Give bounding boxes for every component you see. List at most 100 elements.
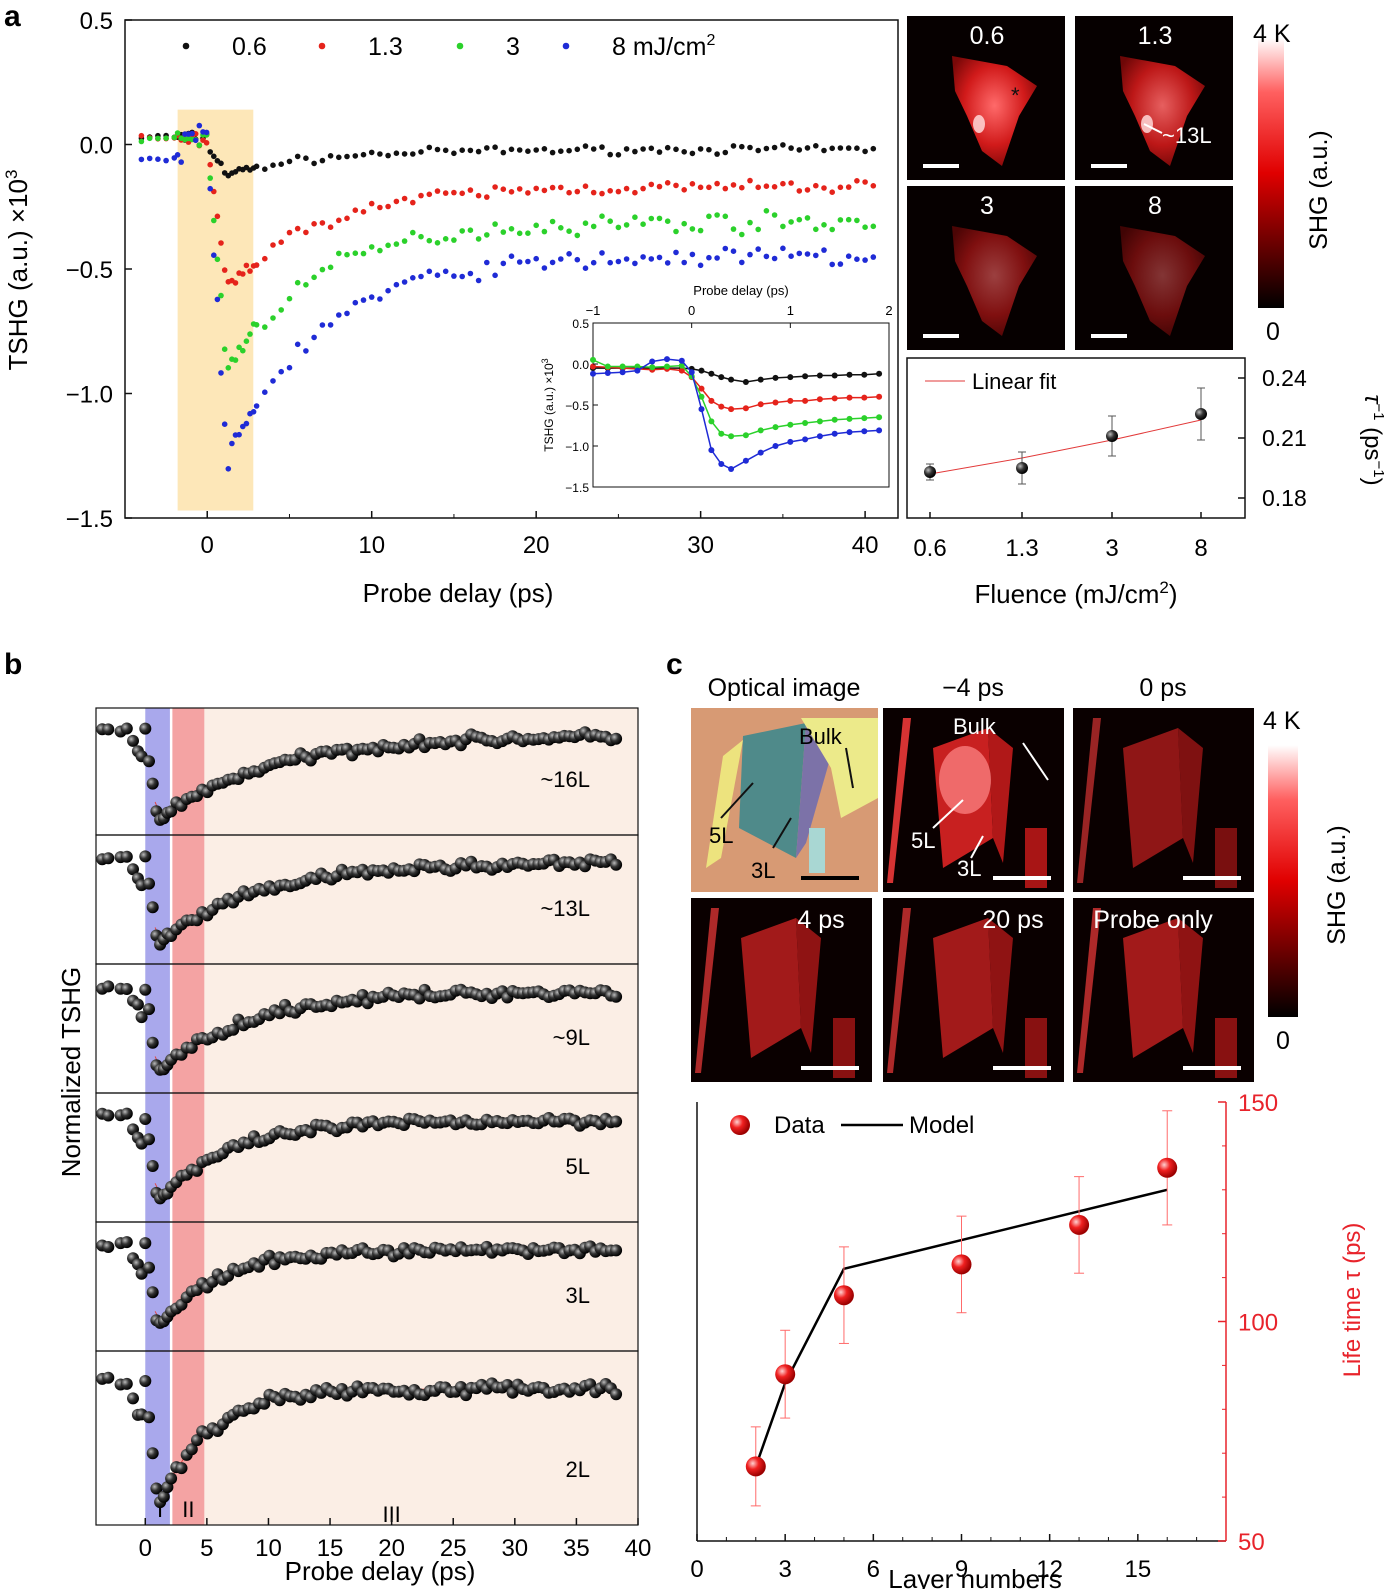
data-point bbox=[218, 160, 224, 167]
data-point bbox=[854, 178, 860, 184]
y-tick-label: 0.5 bbox=[80, 8, 113, 35]
data-point bbox=[574, 232, 581, 239]
data-point bbox=[582, 183, 589, 189]
data-point bbox=[294, 279, 301, 286]
rate-point bbox=[924, 466, 936, 478]
data-point bbox=[533, 147, 539, 153]
data-point bbox=[681, 187, 687, 193]
data-point bbox=[102, 1371, 115, 1384]
data-point bbox=[771, 144, 778, 151]
data-point bbox=[673, 249, 679, 256]
data-point bbox=[139, 1113, 152, 1125]
inset-x-tick-label: 0 bbox=[688, 303, 695, 318]
data-point bbox=[796, 188, 803, 194]
data-point bbox=[475, 236, 482, 242]
data-point bbox=[434, 146, 441, 153]
data-point bbox=[207, 149, 213, 155]
colorbar-c-gradient bbox=[1268, 745, 1298, 1017]
data-point bbox=[788, 219, 794, 225]
data-point bbox=[352, 207, 359, 213]
data-point bbox=[582, 143, 589, 149]
data-point bbox=[697, 262, 704, 269]
bright-area bbox=[939, 746, 991, 814]
data-point bbox=[120, 983, 133, 995]
data-point bbox=[500, 260, 507, 267]
inset-line-s13 bbox=[592, 365, 880, 410]
data-point bbox=[615, 258, 622, 265]
optical-bulk-label: Bulk bbox=[799, 724, 843, 749]
arrow bbox=[772, 817, 792, 849]
data-point bbox=[253, 262, 260, 268]
data-point bbox=[240, 271, 246, 277]
inset-point bbox=[831, 372, 838, 379]
colorbar-c-min: 0 bbox=[1276, 1027, 1290, 1055]
lifetime-point bbox=[951, 1254, 972, 1275]
lifetime-point bbox=[745, 1456, 766, 1477]
data-point bbox=[393, 198, 400, 205]
data-point bbox=[262, 255, 268, 262]
data-point bbox=[336, 312, 342, 318]
data-point bbox=[377, 247, 383, 254]
data-point bbox=[232, 280, 239, 286]
data-point bbox=[401, 151, 408, 157]
data-point bbox=[286, 364, 293, 371]
inset-point bbox=[708, 418, 715, 425]
data-point bbox=[135, 1011, 148, 1024]
data-point bbox=[870, 145, 877, 152]
data-point bbox=[739, 259, 745, 266]
data-point bbox=[163, 157, 169, 164]
data-point bbox=[459, 190, 466, 197]
data-point bbox=[673, 228, 679, 235]
data-point bbox=[623, 146, 630, 152]
model-line bbox=[754, 1188, 1168, 1467]
data-point bbox=[566, 228, 572, 234]
data-point bbox=[146, 777, 159, 790]
data-point bbox=[656, 215, 663, 222]
region-label-I: I bbox=[157, 1497, 163, 1522]
data-point bbox=[467, 227, 474, 233]
data-point bbox=[203, 140, 210, 146]
data-point bbox=[854, 256, 860, 263]
data-point bbox=[191, 1434, 203, 1447]
data-point bbox=[747, 251, 753, 258]
data-point bbox=[127, 863, 139, 876]
data-point bbox=[174, 152, 181, 158]
data-point bbox=[599, 190, 605, 197]
data-point bbox=[327, 322, 334, 328]
data-point bbox=[549, 218, 556, 225]
c-y-tick-label: 50 bbox=[1238, 1529, 1265, 1556]
data-point bbox=[689, 251, 696, 258]
b-x-tick-label: 35 bbox=[563, 1535, 590, 1562]
inset-point bbox=[846, 429, 853, 436]
data-point bbox=[258, 1397, 271, 1410]
data-point bbox=[516, 186, 523, 192]
panel-b-series-5: 2L bbox=[95, 1350, 639, 1526]
data-point bbox=[607, 151, 613, 158]
colorbar-c: 4 K 0 SHG (a.u.) bbox=[1263, 707, 1351, 1055]
data-point bbox=[303, 229, 309, 236]
c-tile-1: Bulk 5L 3L bbox=[883, 708, 1064, 892]
data-point bbox=[755, 147, 761, 154]
data-point bbox=[185, 1041, 198, 1054]
data-point bbox=[763, 145, 770, 152]
data-point bbox=[211, 217, 217, 224]
data-point bbox=[262, 389, 268, 396]
data-point bbox=[146, 1447, 159, 1460]
rate-point bbox=[1016, 462, 1028, 474]
data-point bbox=[689, 226, 696, 232]
data-point bbox=[192, 137, 199, 144]
data-point bbox=[804, 215, 811, 221]
inset-point bbox=[846, 371, 853, 378]
data-point bbox=[813, 226, 819, 233]
c-tile-label: Probe only bbox=[1093, 906, 1213, 934]
data-point bbox=[664, 260, 671, 266]
panel-label-a: a bbox=[4, 0, 21, 33]
data-point bbox=[146, 901, 159, 914]
data-point bbox=[262, 324, 268, 330]
inset-point bbox=[757, 449, 764, 456]
data-point bbox=[492, 144, 498, 150]
data-point bbox=[418, 273, 424, 280]
data-point bbox=[311, 160, 317, 167]
inset-x-label: Probe delay (ps) bbox=[693, 283, 788, 298]
panel-b-series-0: ~16L bbox=[95, 707, 639, 836]
